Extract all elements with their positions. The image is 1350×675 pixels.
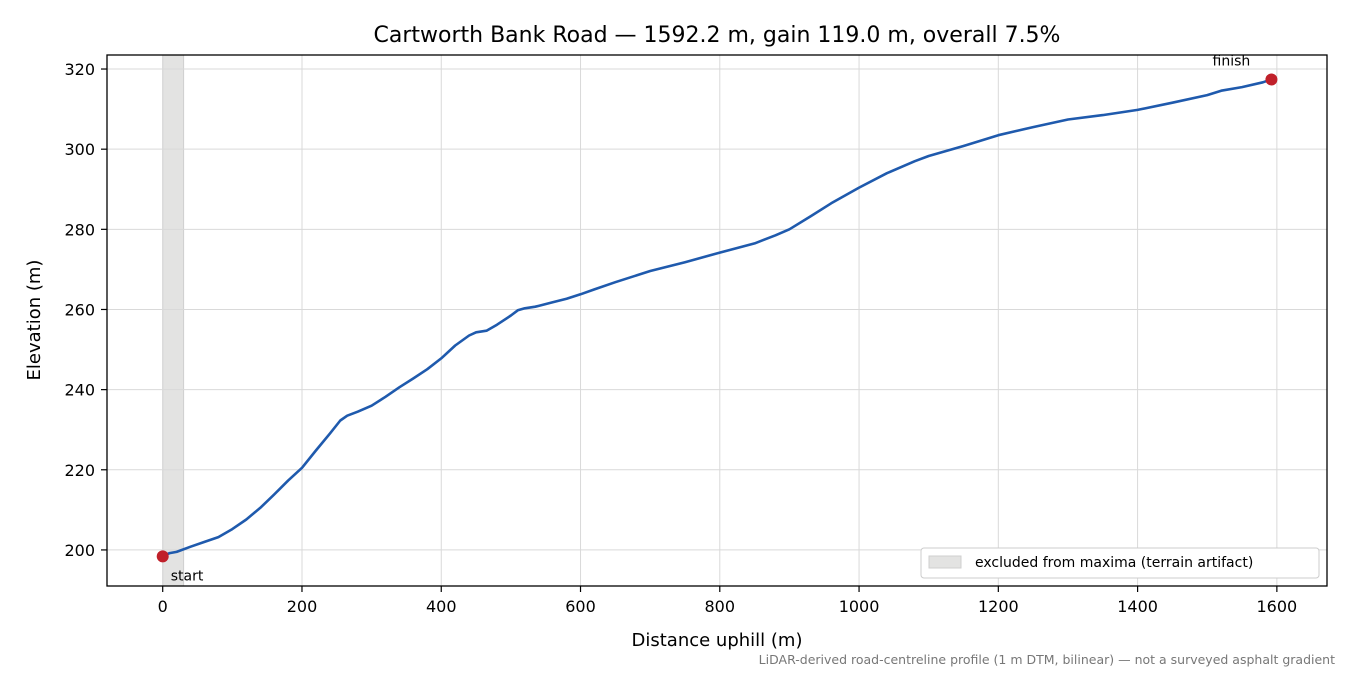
plot-frame [106, 54, 1328, 587]
legend-label: excluded from maxima (terrain artifact) [975, 555, 1253, 571]
elevation-line [161, 78, 1273, 558]
footnote: LiDAR-derived road-centreline profile (1… [759, 652, 1335, 667]
x-tick-label: 1200 [978, 597, 1019, 616]
y-tick-label: 300 [64, 140, 95, 159]
x-tick-label: 400 [426, 597, 457, 616]
finish-marker [1265, 73, 1278, 86]
start-label: start [171, 568, 204, 584]
y-tick-label: 260 [64, 300, 95, 319]
y-axis-label: Elevation (m) [24, 260, 45, 381]
legend-box [920, 547, 1320, 579]
finish-label: finish [1213, 53, 1251, 69]
x-tick-label: 200 [287, 597, 318, 616]
grid [107, 55, 1327, 586]
y-axis-ticks: 200 220 240 260 280 300 320 [64, 60, 107, 560]
x-tick-label: 0 [158, 597, 168, 616]
x-axis-label: Distance uphill (m) [632, 630, 803, 651]
y-tick-label: 320 [64, 60, 95, 79]
legend-swatch [928, 555, 962, 569]
start-marker [156, 550, 169, 563]
x-tick-label: 1000 [839, 597, 880, 616]
y-tick-label: 280 [64, 220, 95, 239]
x-tick-label: 1400 [1117, 597, 1158, 616]
y-tick-label: 220 [64, 461, 95, 480]
x-tick-label: 1600 [1257, 597, 1298, 616]
x-axis-ticks: 0 200 400 600 800 1000 1200 1400 1600 [158, 586, 1298, 616]
excluded-band [162, 54, 185, 587]
chart-title: Cartworth Bank Road — 1592.2 m, gain 119… [374, 23, 1061, 48]
y-tick-label: 200 [64, 541, 95, 560]
legend: excluded from maxima (terrain artifact) [920, 547, 1320, 579]
x-tick-label: 600 [565, 597, 596, 616]
x-tick-label: 800 [705, 597, 736, 616]
y-tick-label: 240 [64, 381, 95, 400]
